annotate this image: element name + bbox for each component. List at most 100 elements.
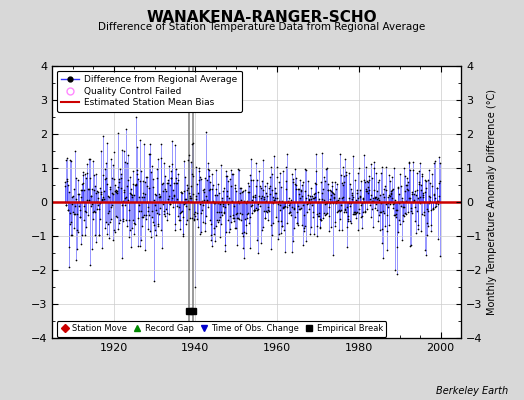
Point [66,210,74,216]
Point [406,166,414,173]
Point [401,182,410,188]
Point [294,203,302,210]
Point [276,170,284,176]
Point [372,194,380,200]
Point [218,212,226,218]
Point [278,223,286,229]
Point [126,227,135,234]
Point [171,221,179,228]
Point [191,213,200,219]
Point [208,243,216,249]
Point [413,226,422,232]
Point [128,217,137,224]
Point [259,195,268,202]
Point [293,220,301,226]
Point [130,230,138,237]
Point [421,184,430,191]
Point [289,238,298,244]
Point [112,189,120,196]
Point [161,188,170,194]
Point [132,114,140,120]
Point [93,188,102,194]
Point [276,218,285,224]
Point [314,195,323,202]
Point [243,198,251,204]
Point [425,200,433,206]
Point [246,245,254,252]
Point [230,215,238,222]
Point [241,229,249,236]
Point [174,199,183,206]
Point [246,156,255,162]
Point [304,196,313,202]
Point [306,231,314,237]
Point [417,228,425,235]
Point [331,219,339,226]
Point [266,174,274,180]
Point [162,216,171,223]
Point [119,188,128,195]
Point [364,179,373,185]
Point [362,164,370,171]
Point [157,155,165,161]
Point [273,194,281,201]
Point [239,255,248,262]
Point [261,215,269,221]
Point [230,202,238,209]
Point [397,203,406,209]
Point [436,178,444,185]
Point [283,151,291,157]
Point [377,170,385,176]
Point [267,164,275,170]
Point [369,165,378,171]
Point [354,227,362,234]
Point [270,196,278,203]
Point [424,192,433,199]
Point [289,205,298,212]
Point [272,164,281,170]
Point [63,178,72,184]
Point [364,184,372,190]
Point [312,168,320,174]
Point [74,190,82,197]
Point [237,230,246,236]
Point [300,212,308,218]
Point [61,179,70,185]
Point [261,183,269,190]
Point [275,178,283,185]
Point [297,204,305,211]
Point [307,224,315,230]
Point [195,168,203,174]
Point [354,170,363,176]
Point [391,214,400,220]
Point [116,166,124,172]
Point [174,170,182,177]
Point [138,214,147,220]
Point [121,158,129,165]
Point [226,176,234,183]
Point [139,194,148,201]
Point [332,198,341,205]
Point [207,221,215,227]
Point [97,189,106,195]
Point [316,216,324,222]
Point [156,192,164,199]
Point [180,188,188,194]
Point [215,189,223,196]
Point [411,187,419,194]
Point [171,166,180,172]
Point [268,232,276,238]
Point [229,212,237,218]
Point [97,197,106,204]
Point [387,187,396,193]
Point [69,192,78,199]
Point [406,195,414,202]
Point [218,195,226,201]
Point [123,160,132,167]
Point [181,196,189,202]
Point [245,172,254,178]
Point [168,203,177,210]
Point [68,194,77,200]
Point [216,201,224,207]
Point [227,167,235,174]
